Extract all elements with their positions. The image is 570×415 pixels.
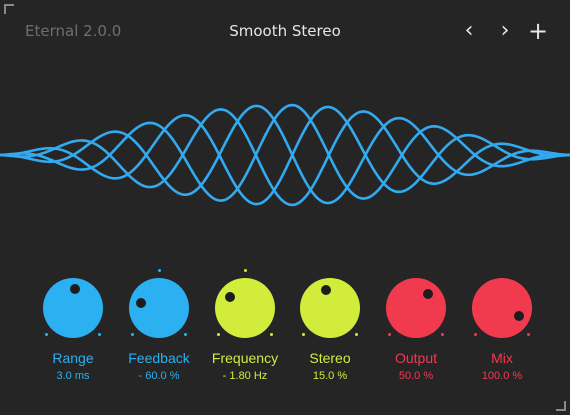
resize-corner-bottom-right[interactable] xyxy=(556,401,566,411)
waveform-line xyxy=(0,108,570,207)
waveform-display xyxy=(0,103,570,207)
mix-knob-body[interactable] xyxy=(472,278,532,338)
stereo-knob-tick xyxy=(301,333,305,337)
stereo-label: Stereo xyxy=(309,350,351,366)
feedback-value[interactable]: - 60.0 % xyxy=(138,370,180,382)
waveform-line xyxy=(0,105,570,206)
feedback-knob-tick xyxy=(157,268,161,272)
stereo-knob-indicator xyxy=(320,284,331,295)
add-preset-button[interactable]: + xyxy=(527,17,549,45)
previous-preset-button[interactable]: ‹ xyxy=(464,18,474,43)
frequency-knob-indicator xyxy=(224,291,235,302)
range-value[interactable]: 3.0 ms xyxy=(56,370,90,382)
frequency-knob-tick xyxy=(243,268,247,272)
feedback-knob[interactable] xyxy=(127,276,191,340)
preset-selector: Smooth Stereo xyxy=(0,22,570,40)
feedback-knob-indicator xyxy=(135,298,146,309)
mix-label: Mix xyxy=(491,350,513,366)
mix-knob[interactable] xyxy=(470,276,534,340)
mix-knob-tick xyxy=(527,333,531,337)
plugin-version: Eternal 2.0.0 xyxy=(25,22,122,40)
range-knob-indicator xyxy=(69,284,80,295)
waveform-lines xyxy=(0,103,570,207)
range-knob-tick xyxy=(98,333,102,337)
frequency-value[interactable]: - 1.80 Hz xyxy=(222,370,268,382)
waveform-line xyxy=(0,103,570,202)
stereo-value[interactable]: 15.0 % xyxy=(312,370,348,382)
range-label: Range xyxy=(52,350,94,366)
feedback-knob-tick xyxy=(130,333,134,337)
output-knob-body[interactable] xyxy=(386,278,446,338)
feedback-knob-tick xyxy=(184,333,188,337)
feedback-knob-body[interactable] xyxy=(129,278,189,338)
output-knob-indicator xyxy=(423,288,434,299)
stereo-knob-tick xyxy=(355,333,359,337)
waveform-line xyxy=(0,104,570,205)
frequency-label: Frequency xyxy=(211,350,279,366)
stereo-knob[interactable] xyxy=(298,276,362,340)
output-knob-tick xyxy=(387,333,391,337)
mix-value[interactable]: 100.0 % xyxy=(481,370,523,382)
frequency-knob-body[interactable] xyxy=(215,278,275,338)
mix-knob-tick xyxy=(473,333,477,337)
next-preset-button[interactable]: › xyxy=(500,18,510,43)
preset-name[interactable]: Smooth Stereo xyxy=(229,22,341,40)
frequency-knob-tick xyxy=(216,333,220,337)
range-knob-tick xyxy=(44,333,48,337)
feedback-label: Feedback xyxy=(128,350,190,366)
resize-corner-top-left xyxy=(4,4,14,14)
output-knob[interactable] xyxy=(384,276,448,340)
output-value[interactable]: 50.0 % xyxy=(398,370,434,382)
output-knob-tick xyxy=(441,333,445,337)
frequency-knob[interactable] xyxy=(213,276,277,340)
frequency-knob-tick xyxy=(270,333,274,337)
output-label: Output xyxy=(394,350,438,366)
range-knob[interactable] xyxy=(41,276,105,340)
mix-knob-indicator xyxy=(514,310,525,321)
